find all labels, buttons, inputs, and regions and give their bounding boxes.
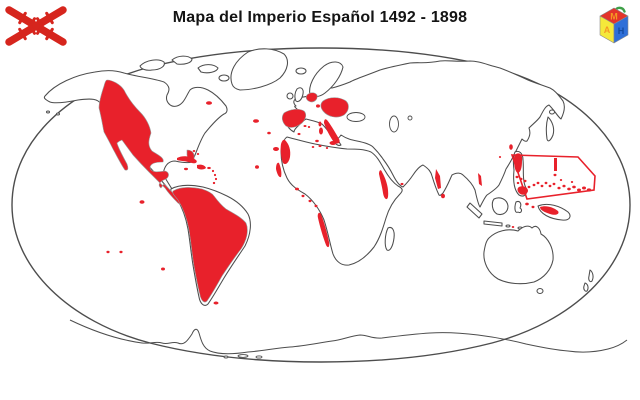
land-australia bbox=[483, 225, 554, 285]
land-greenland bbox=[230, 48, 289, 91]
territory-south-america bbox=[172, 187, 248, 303]
land-madagascar bbox=[384, 227, 395, 251]
aral-sea bbox=[407, 115, 413, 121]
territory-atlantic-islands bbox=[253, 119, 279, 169]
territory-east-africa-coast bbox=[379, 170, 389, 200]
territory-newfoundland-spot bbox=[206, 101, 212, 105]
land-africa bbox=[280, 136, 403, 266]
territory-malabar-coast bbox=[435, 169, 441, 189]
black-sea bbox=[346, 112, 366, 122]
territory-central-europe bbox=[320, 97, 349, 118]
antarctica-coast bbox=[69, 319, 628, 355]
territory-low-countries bbox=[305, 92, 318, 103]
territory-aden-spot bbox=[400, 182, 404, 186]
page-title: Mapa del Imperio Español 1492 - 1898 bbox=[172, 9, 468, 26]
territory-morocco-coast bbox=[280, 139, 291, 165]
territory-north-africa-enclaves bbox=[297, 132, 329, 149]
territory-taiwan bbox=[509, 144, 513, 150]
antarctic-islets bbox=[223, 354, 263, 359]
territory-caribbean-islands bbox=[177, 150, 218, 185]
burgundy-saltire bbox=[5, 6, 67, 46]
territory-guinea-gulf bbox=[295, 187, 318, 208]
territory-iberia bbox=[281, 108, 307, 128]
territory-marianas bbox=[553, 158, 557, 177]
land-tasmania bbox=[536, 287, 544, 295]
land-japan bbox=[545, 116, 555, 142]
cube-letter-a: A bbox=[604, 25, 611, 35]
land-arctic-islands bbox=[45, 55, 230, 116]
territory-falklands bbox=[213, 301, 219, 305]
territory-ceylon bbox=[441, 193, 445, 199]
land-eurasia bbox=[284, 60, 565, 208]
land-ireland bbox=[286, 92, 294, 100]
territory-malacca bbox=[478, 173, 482, 186]
caspian-sea bbox=[389, 115, 399, 133]
territory-balearics bbox=[303, 125, 311, 128]
pacific-islands-claim-box bbox=[510, 154, 596, 200]
land-hokkaido bbox=[548, 109, 556, 115]
cross-of-burgundy-flag-icon bbox=[5, 6, 67, 46]
land-iceland bbox=[295, 67, 307, 75]
territory-angola-coast bbox=[317, 212, 330, 248]
territory-italy bbox=[318, 119, 340, 145]
territory-pacific-islets bbox=[106, 200, 165, 271]
territory-sahara-coast bbox=[276, 162, 282, 178]
land-britain bbox=[294, 87, 304, 103]
territory-moluccas-new-guinea bbox=[511, 202, 559, 228]
territory-franche-comte bbox=[316, 104, 320, 108]
cube-letter-m: M bbox=[610, 12, 618, 22]
spanish-territories bbox=[98, 79, 596, 305]
territory-caroline-marshall-islands bbox=[527, 179, 592, 192]
cube-right-face bbox=[613, 15, 629, 44]
land-new-zealand bbox=[583, 269, 594, 292]
toy-cube-logo-icon: M A H bbox=[599, 6, 629, 44]
land-scandinavia bbox=[309, 61, 344, 98]
territory-okinawa-spot bbox=[498, 156, 502, 158]
cube-letter-h: H bbox=[618, 26, 625, 36]
